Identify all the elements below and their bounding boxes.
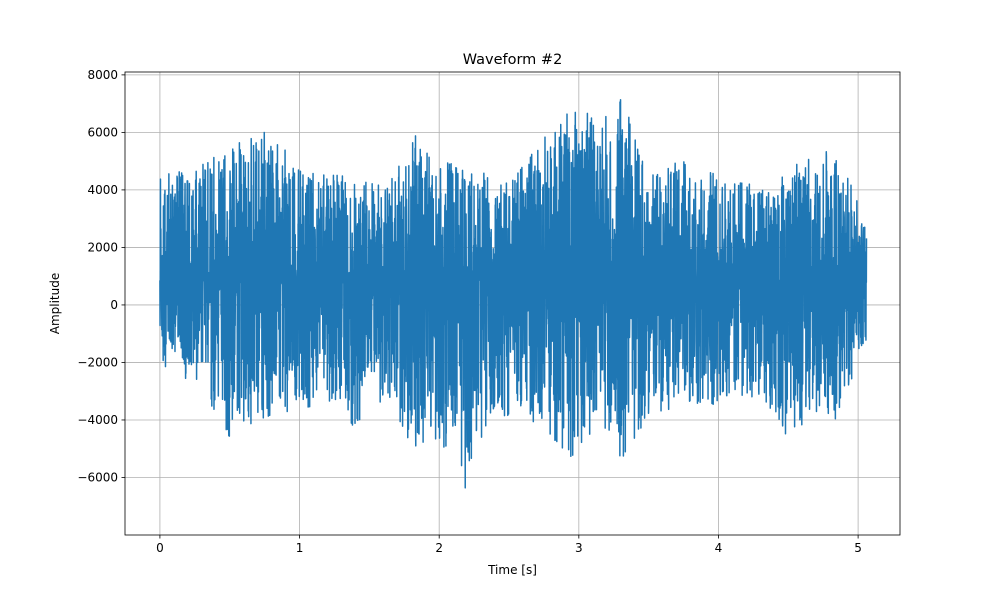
y-tick-label: 8000: [87, 68, 118, 82]
y-tick-label: 4000: [87, 183, 118, 197]
x-tick-label: 0: [156, 541, 164, 555]
x-tick-label: 2: [435, 541, 443, 555]
ticks: 0 1 2 3 4 5 −6000 −4000 −2000 0 2000 4000 6000 8000: [77, 68, 862, 555]
chart-title: Waveform #2: [463, 52, 563, 68]
x-tick-label: 1: [296, 541, 304, 555]
y-tick-label: −6000: [77, 470, 118, 484]
x-tick-label: 5: [854, 541, 862, 555]
y-tick-label: 6000: [87, 125, 118, 139]
x-axis-label: Time [s]: [487, 563, 537, 577]
y-tick-label: −2000: [77, 355, 118, 369]
y-tick-label: 2000: [87, 240, 118, 254]
axes-frame: [124, 71, 901, 536]
plot-data: [159, 98, 868, 489]
y-tick-label: −4000: [77, 413, 118, 427]
x-tick-label: 3: [575, 541, 583, 555]
waveform-line: [159, 98, 868, 489]
y-axis-label: Amplitude: [48, 273, 62, 335]
x-tick-label: 4: [715, 541, 723, 555]
y-tick-label: 0: [110, 298, 118, 312]
